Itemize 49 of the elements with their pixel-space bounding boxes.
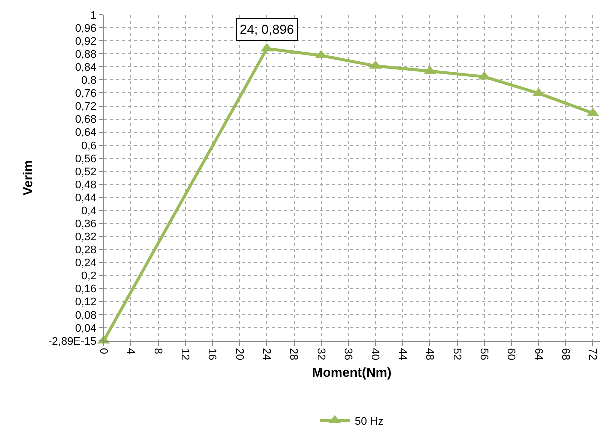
y-tick-label: 0,72 — [75, 101, 97, 114]
y-tick-label: 0,24 — [75, 258, 97, 270]
y-tick-label: 1 — [90, 10, 97, 22]
y-tick-label: 0,32 — [75, 232, 97, 244]
x-tick-label: 12 — [178, 348, 191, 360]
y-tick-label: 0,04 — [75, 322, 97, 335]
y-axis-title: Verim — [20, 160, 36, 196]
legend-label: 50 Hz — [355, 416, 384, 428]
y-tick-label: 0,8 — [82, 75, 97, 88]
x-tick-label: 0 — [97, 348, 110, 354]
x-tick-label: 44 — [396, 348, 408, 360]
y-tick-label: 0,52 — [75, 166, 97, 178]
y-tick-label: 0,28 — [75, 244, 97, 257]
y-tick-label: 0,44 — [75, 192, 97, 204]
x-tick-label: 32 — [314, 348, 327, 360]
y-tick-label: 0,4 — [82, 205, 97, 218]
y-tick-label: 0,64 — [75, 127, 97, 140]
x-tick-label: 68 — [559, 348, 572, 360]
y-tick-label: 0,76 — [75, 88, 97, 100]
x-tick-label: 40 — [369, 348, 382, 360]
y-tick-label: 0,48 — [75, 179, 97, 192]
y-tick-label: 0,6 — [82, 140, 97, 152]
x-tick-label: 60 — [505, 348, 518, 360]
x-tick-label: 28 — [288, 348, 300, 360]
x-tick-label: 8 — [152, 348, 164, 354]
x-tick-label: 48 — [424, 348, 436, 360]
x-tick-label: 56 — [478, 348, 490, 360]
y-tick-label: -2,89E-15 — [48, 336, 97, 348]
y-tick-label: 0,12 — [75, 296, 97, 309]
y-tick-label: 0,68 — [75, 114, 97, 126]
x-tick-label: 24 — [260, 348, 272, 360]
x-tick-label: 36 — [342, 348, 354, 360]
y-tick-label: 0,36 — [75, 218, 97, 230]
y-tick-label: 0,16 — [75, 284, 97, 296]
x-tick-label: 52 — [450, 348, 463, 360]
x-axis-title: Moment(Nm) — [312, 365, 392, 380]
x-tick-label: 72 — [586, 348, 599, 360]
x-tick-label: 64 — [532, 348, 544, 360]
y-tick-label: 0,88 — [75, 48, 97, 61]
x-tick-label: 4 — [124, 348, 137, 354]
y-tick-label: 0,92 — [75, 36, 97, 48]
y-tick-label: 0,84 — [75, 62, 97, 74]
x-tick-label: 16 — [206, 348, 218, 360]
y-tick-label: 0,2 — [82, 270, 97, 283]
y-tick-label: 0,08 — [75, 310, 97, 322]
annotation: 24; 0,896 — [240, 22, 294, 37]
x-tick-label: 20 — [233, 348, 246, 360]
y-tick-label: 0,96 — [75, 22, 97, 35]
y-tick-label: 0,56 — [75, 153, 97, 166]
